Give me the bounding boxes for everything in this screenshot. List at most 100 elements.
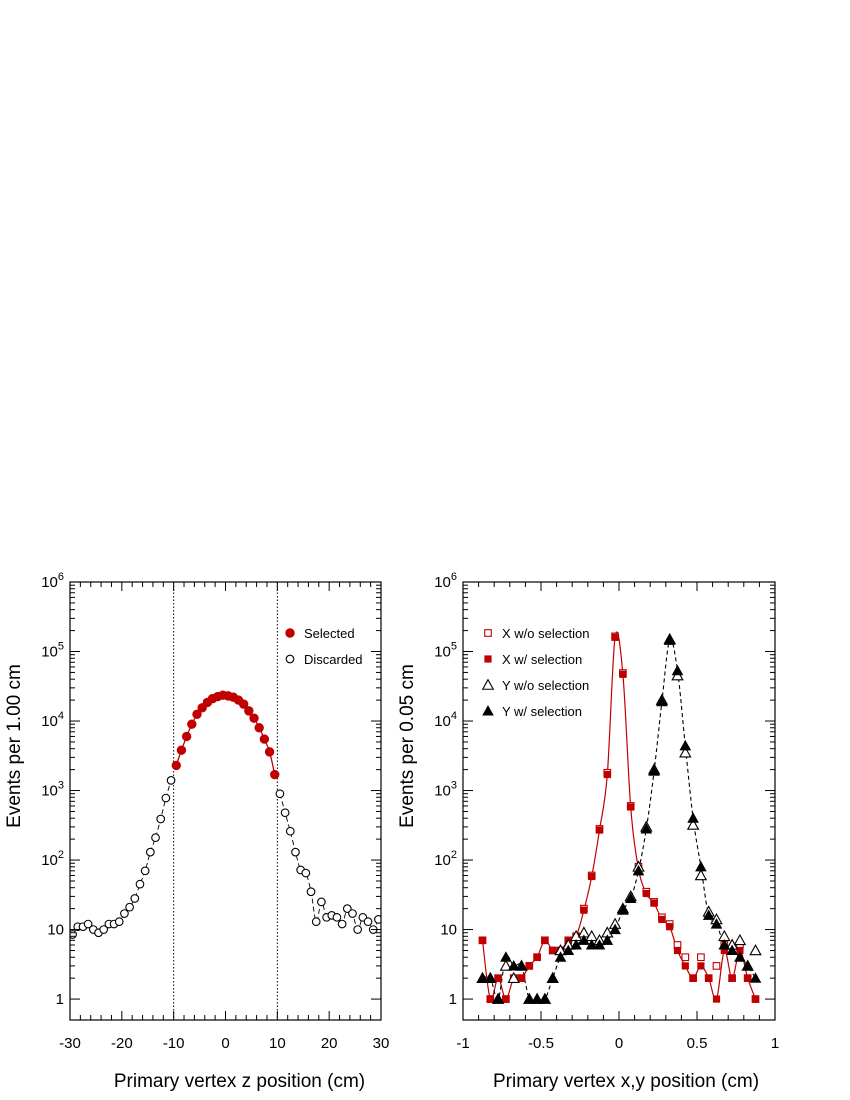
y-tick-label: 104 (434, 710, 457, 730)
data-point (478, 936, 487, 944)
data-point (275, 789, 285, 799)
data-point (533, 953, 541, 961)
data-point (348, 909, 357, 918)
data-point (694, 869, 708, 881)
data-point (710, 918, 723, 929)
data-point (679, 739, 692, 751)
data-point (619, 670, 627, 678)
data-point (515, 959, 528, 971)
y-tick-label: 105 (434, 641, 457, 661)
data-point (686, 818, 700, 830)
data-point (151, 833, 160, 843)
y-tick-label: 106 (41, 571, 64, 591)
data-point (192, 709, 202, 719)
data-point (259, 734, 270, 744)
data-point (697, 962, 705, 970)
data-point (749, 944, 762, 956)
data-point (554, 951, 567, 962)
data-point (702, 909, 715, 920)
data-point (601, 934, 614, 945)
data-point (238, 699, 249, 709)
legend-marker (285, 628, 295, 638)
data-point (588, 872, 596, 881)
data-point (539, 993, 551, 1004)
plot-frame (69, 581, 382, 1021)
data-point (624, 892, 637, 904)
legend-marker (484, 629, 492, 637)
data-point (499, 959, 513, 971)
x-tick-label: 20 (321, 1035, 338, 1052)
data-point (744, 974, 752, 982)
data-point (681, 962, 689, 970)
data-point (244, 706, 254, 716)
data-point (332, 912, 342, 922)
data-point (291, 847, 300, 857)
data-point (663, 634, 676, 645)
x-tick-label: 0 (615, 1035, 623, 1052)
x-axis-title: Primary vertex z position (cm) (114, 1071, 365, 1092)
data-point (176, 745, 187, 755)
data-point (145, 847, 155, 857)
data-point (666, 923, 674, 931)
data-point (658, 915, 666, 924)
data-point (484, 972, 497, 983)
data-point (140, 866, 150, 876)
y-tick-label: 103 (434, 780, 457, 800)
data-point (728, 974, 736, 982)
data-point (733, 933, 747, 946)
data-point (264, 747, 275, 757)
data-point (546, 972, 559, 983)
data-point (342, 904, 352, 913)
data-point (741, 959, 754, 971)
series-filled-triangle (476, 634, 762, 1004)
data-point (749, 972, 762, 983)
data-point (734, 951, 746, 962)
data-point (585, 939, 598, 950)
left-chart-panel: -30 -20 -10 0 10 20 30 1 10 102 103 104 105 106 Primar… (4, 571, 389, 1092)
data-point (695, 860, 707, 872)
x-tick-label: 0.5 (687, 1035, 708, 1052)
data-point (609, 923, 621, 935)
data-point (650, 899, 658, 907)
data-point (507, 959, 520, 971)
y-axis-title: Events per 0.05 cm (397, 664, 418, 828)
data-point (632, 864, 645, 876)
y-tick-label: 103 (41, 780, 64, 800)
data-point (562, 944, 575, 956)
data-point (125, 902, 134, 912)
data-point (187, 719, 197, 729)
legend: Selected Discarded (285, 626, 363, 667)
data-point (611, 633, 619, 641)
legend-label: Selected (304, 626, 355, 641)
y-tick-label: 1 (56, 991, 64, 1008)
y-tick-label: 105 (41, 641, 64, 661)
legend-label: X w/o selection (502, 626, 589, 641)
data-point (617, 904, 629, 915)
data-point (525, 962, 533, 970)
y-tick-label: 102 (41, 849, 64, 869)
data-point (280, 808, 290, 818)
legend-marker (484, 655, 492, 663)
data-point (687, 812, 699, 823)
data-point (697, 953, 705, 962)
x-tick-label: -1 (456, 1035, 469, 1052)
data-point (517, 974, 526, 982)
data-point (135, 879, 145, 889)
data-point (627, 803, 635, 811)
data-point (301, 868, 311, 878)
data-point (317, 897, 326, 907)
discarded-line-right (279, 793, 379, 931)
legend-marker (481, 678, 495, 690)
data-point (531, 993, 543, 1004)
legend-label: Y w/ selection (502, 704, 582, 719)
data-point (671, 664, 684, 676)
legend: X w/o selection X w/ selection Y w/o selec… (481, 626, 589, 719)
y-tick-label: 104 (41, 710, 64, 730)
data-point (337, 919, 347, 929)
legend-marker (285, 654, 295, 664)
series-area (476, 631, 762, 1004)
data-point (580, 906, 588, 914)
data-point (494, 974, 502, 982)
x-tick-label: -20 (111, 1035, 133, 1052)
